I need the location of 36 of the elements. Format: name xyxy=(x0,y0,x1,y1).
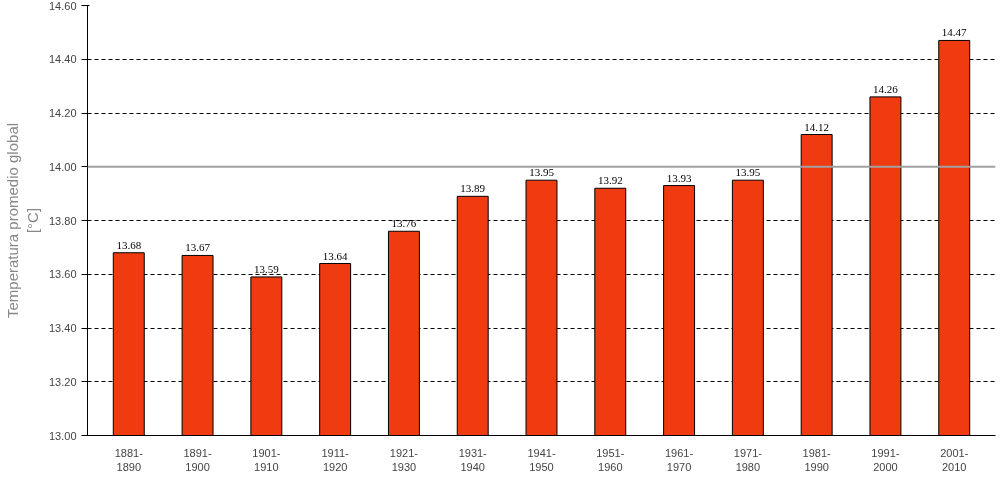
y-tick-label: 13.40 xyxy=(48,322,77,334)
y-axis-title: Temperatura promedio global [°C] xyxy=(3,122,41,319)
data-label: 13.95 xyxy=(735,166,761,179)
x-tick-label: 1891- 1900 xyxy=(183,446,212,473)
x-tick-label: 1981- 1990 xyxy=(802,446,832,473)
data-label: 13.59 xyxy=(253,262,280,275)
x-tick-label: 1971- 1980 xyxy=(733,446,763,473)
data-label: 14.26 xyxy=(873,82,899,95)
y-tick-label: 13.00 xyxy=(48,429,77,442)
x-tick-label: 1921- 1930 xyxy=(389,446,419,473)
x-tick-label: 1901- 1910 xyxy=(252,446,281,473)
x-tick-label: 1881- 1890 xyxy=(114,446,144,473)
y-tick-label: 14.40 xyxy=(48,53,77,66)
data-label: 14.47 xyxy=(941,26,968,39)
y-tick-label: 13.60 xyxy=(48,268,77,281)
y-tick-label: 14.60 xyxy=(48,0,77,12)
x-tick-label: 1991- 2000 xyxy=(871,446,900,473)
x-tick-label: 1951- 1960 xyxy=(596,446,625,473)
data-label: 13.76 xyxy=(391,217,417,230)
data-label: 13.95 xyxy=(529,166,555,179)
data-label: 13.67 xyxy=(185,241,211,254)
y-tick-label: 14.20 xyxy=(48,107,77,119)
data-label: 13.89 xyxy=(460,182,486,195)
y-tick-label: 14.00 xyxy=(48,160,77,173)
x-tick-label: 2001- 2010 xyxy=(940,446,969,473)
data-label: 13.93 xyxy=(666,171,692,184)
x-tick-label: 1911- 1920 xyxy=(321,446,350,473)
y-tick-label: 13.80 xyxy=(48,214,77,227)
data-label: 13.68 xyxy=(116,238,142,251)
x-tick-label: 1961- 1970 xyxy=(665,446,694,473)
data-label: 13.92 xyxy=(597,174,623,187)
data-label: 14.12 xyxy=(804,120,830,133)
x-tick-label: 1941- 1950 xyxy=(527,446,556,473)
y-tick-label: 13.20 xyxy=(48,375,77,388)
x-tick-label: 1931- 1940 xyxy=(458,446,488,473)
data-label: 13.64 xyxy=(322,249,349,262)
